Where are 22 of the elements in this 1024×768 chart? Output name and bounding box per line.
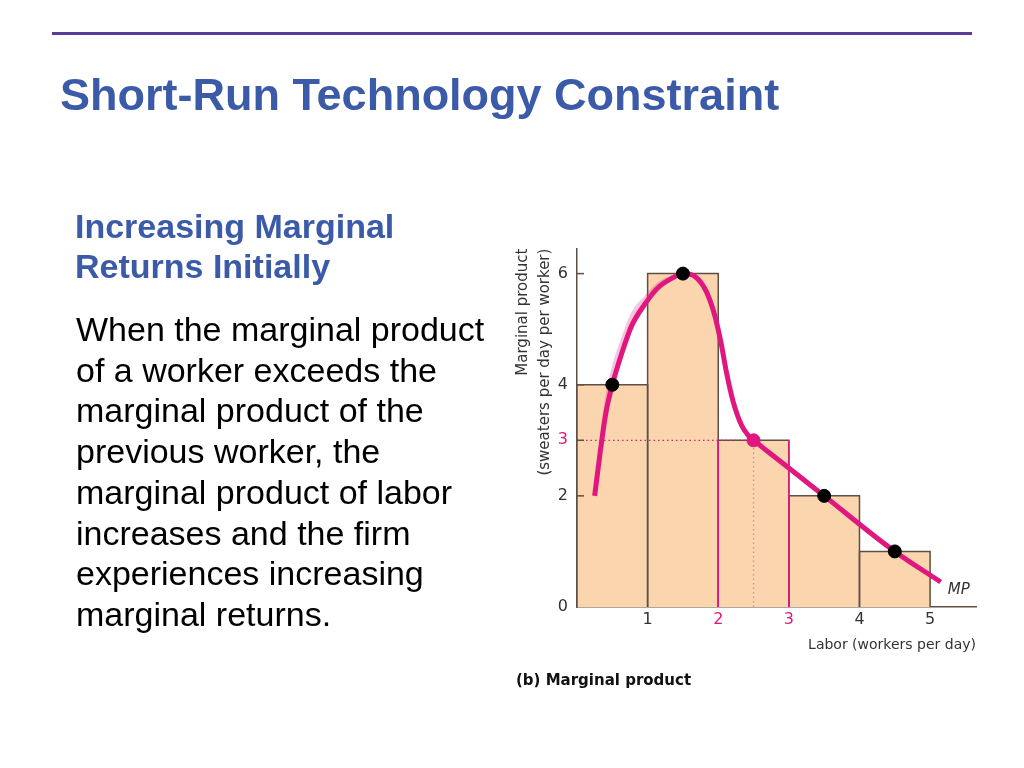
x-tick-label: 2 [713, 608, 724, 628]
series-label: MP [947, 579, 971, 598]
y-tick-label: 6 [557, 262, 568, 282]
y-tick-label: 3 [557, 429, 568, 449]
x-axis-title: Labor (workers per day) [808, 636, 976, 653]
point [817, 488, 832, 503]
text: When the marginal product of a worker exceeds the marginal product of the previous worker, the marginal product of labor increases and the firm experiences increasing marginal returns. [76, 309, 486, 635]
point [746, 433, 761, 448]
y-tick-label: 2 [557, 485, 568, 505]
point [887, 544, 902, 559]
x-tick-label: 3 [783, 608, 794, 628]
x-tick-label: 1 [642, 608, 653, 628]
text: Increasing Marginal Returns Initially [75, 206, 396, 286]
point [675, 266, 690, 281]
text: (b) Marginal product [516, 671, 692, 689]
x-tick-label: 5 [925, 608, 936, 628]
x-tick-label: 4 [854, 608, 865, 628]
y-axis-title: Marginal product (sweaters per day per worker) [512, 248, 553, 476]
point [605, 377, 620, 392]
chart-title: Short-Run Technology Constraint [60, 69, 780, 121]
y-tick-label: 0 [557, 596, 568, 616]
y-tick-label: 4 [557, 373, 568, 393]
